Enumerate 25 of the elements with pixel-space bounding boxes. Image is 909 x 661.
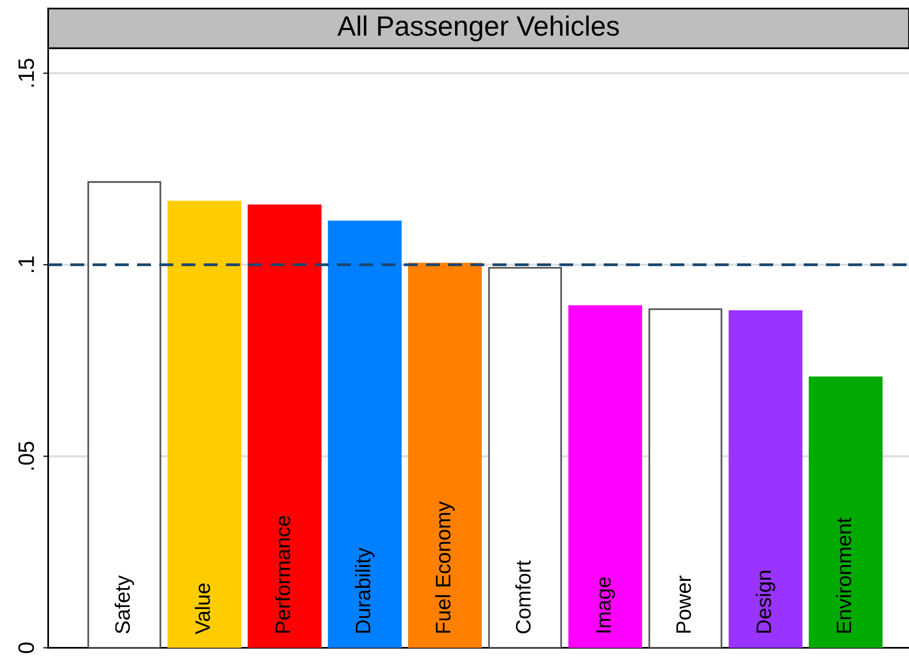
y-tick-label: .05	[18, 442, 34, 470]
x-tick-label: Image	[596, 577, 615, 632]
bar	[87, 181, 162, 648]
x-tick-label: Performance	[274, 516, 290, 633]
x-tick-label: Safety	[114, 575, 134, 634]
y-tick-label: .1	[18, 256, 34, 272]
x-tick-label: Power	[676, 576, 691, 633]
chart-title: All Passenger Vehicles	[337, 15, 619, 42]
bar	[328, 220, 402, 648]
x-tick-label: Environment	[836, 518, 852, 633]
bar	[488, 266, 562, 648]
x-tick-label: Value	[194, 584, 210, 634]
bar	[808, 376, 883, 648]
y-tick-label: 0	[18, 642, 34, 654]
bar	[408, 262, 482, 648]
x-tick-label: Design	[756, 570, 776, 633]
y-tick-label: .15	[18, 58, 34, 87]
bar	[568, 305, 642, 648]
x-tick-label: Fuel Economy	[435, 501, 455, 633]
bar	[248, 204, 322, 648]
x-tick-label: Comfort	[515, 560, 531, 634]
bar	[728, 310, 802, 648]
x-tick-label: Durability	[355, 548, 374, 633]
bar	[648, 308, 722, 648]
bar	[168, 200, 242, 648]
